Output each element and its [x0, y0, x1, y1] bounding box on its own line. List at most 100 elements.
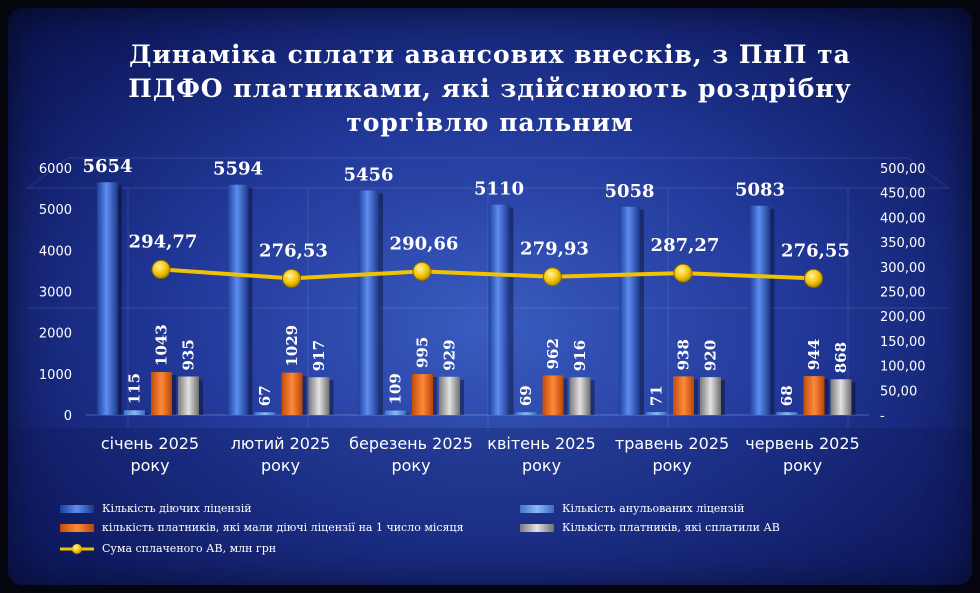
y-right-tick-label: - [880, 409, 885, 424]
bar-payers-paid [308, 377, 330, 415]
y-left-tick-label: 6000 [39, 162, 72, 177]
right-axis: - 50,00 100,00 150,00 200,00 250,00 300,00 350,… [880, 162, 926, 424]
data-label-payers-with-licenses: 1029 [283, 325, 301, 367]
data-label-amount-paid: 294,77 [129, 231, 198, 252]
x-tick-label: року [261, 456, 300, 475]
y-right-tick-label: 450,00 [880, 187, 926, 202]
data-label-cancelled-licenses: 67 [256, 385, 274, 406]
bar-cancelled-licenses [124, 410, 145, 415]
line-point [673, 263, 693, 283]
x-tick-label: лютий 2025 [231, 434, 331, 453]
y-left-tick-label: 0 [64, 409, 72, 424]
bar-payers-paid [569, 377, 591, 415]
y-right-tick-label: 500,00 [880, 162, 926, 177]
bar-cancelled-licenses [646, 412, 667, 415]
y-left-tick-label: 3000 [39, 286, 72, 301]
y-right-tick-label: 300,00 [880, 261, 926, 276]
y-right-tick-label: 350,00 [880, 236, 926, 251]
x-tick-label: березень 2025 [349, 434, 473, 453]
y-right-tick-label: 400,00 [880, 211, 926, 226]
bar-series: 5654 115 1043 935 5594 67 1029 917 5456 109 995 929… [82, 156, 856, 415]
line-point [543, 267, 562, 287]
title-line-2: ПДФО платниками, які здійснюють роздрібн… [128, 74, 852, 103]
line-amount-paid [160, 267, 814, 281]
data-label-cancelled-licenses: 69 [517, 385, 535, 406]
data-label-payers-with-licenses: 938 [675, 339, 693, 370]
y-left-tick-label: 2000 [39, 327, 72, 342]
data-label-payers-with-licenses: 944 [805, 339, 823, 370]
data-label-payers-with-licenses: 962 [544, 338, 562, 369]
bar-active-licenses [488, 204, 510, 415]
data-label-payers-with-licenses: 995 [414, 337, 432, 368]
line-point [412, 261, 432, 281]
chart-plot: 0 1000 2000 3000 4000 5000 6000 - 50,00 100,00 15… [39, 156, 926, 475]
title-line-3: торгівлю пальним [346, 108, 634, 137]
y-right-tick-label: 200,00 [880, 310, 926, 325]
bar-payers-paid [700, 377, 721, 415]
bar-active-licenses [97, 182, 118, 415]
bar-payers-with-licenses [673, 376, 694, 415]
y-left-tick-label: 4000 [39, 244, 72, 259]
data-label-cancelled-licenses: 71 [648, 385, 666, 406]
data-label-active-licenses: 5058 [604, 181, 654, 202]
line-point [282, 268, 301, 288]
y-left-tick-label: 1000 [39, 368, 72, 383]
bar-payers-paid [830, 379, 852, 415]
y-right-tick-label: 150,00 [880, 335, 926, 350]
chart-frame: Динаміка сплати авансових внесків, з ПнП… [8, 8, 972, 585]
data-label-amount-paid: 287,27 [651, 235, 720, 256]
x-tick-label: січень 2025 [101, 434, 199, 453]
data-label-active-licenses: 5110 [474, 179, 524, 200]
data-label-payers-paid: 916 [571, 340, 589, 371]
bar-cancelled-licenses [385, 410, 406, 415]
bar-active-licenses [358, 190, 379, 415]
bar-cancelled-licenses [515, 412, 537, 415]
data-label-payers-paid: 917 [310, 340, 328, 371]
bar-payers-paid [178, 376, 199, 415]
background-decoration [8, 157, 972, 585]
x-tick-label: червень 2025 [745, 434, 859, 453]
data-label-active-licenses: 5456 [343, 164, 393, 185]
data-label-amount-paid: 279,93 [520, 239, 589, 260]
data-label-payers-paid: 935 [180, 339, 198, 370]
x-tick-label: року [783, 456, 822, 475]
left-axis: 0 1000 2000 3000 4000 5000 6000 [39, 162, 869, 424]
bar-cancelled-licenses [254, 412, 276, 415]
bar-active-licenses [227, 184, 249, 415]
y-left-tick-label: 5000 [39, 203, 72, 218]
data-label-amount-paid: 276,55 [781, 240, 850, 261]
x-tick-label: травень 2025 [615, 434, 729, 453]
bar-payers-with-licenses [542, 375, 564, 415]
x-tick-label: року [391, 456, 430, 475]
line-series: 294,77 276,53 290,66 279,93 287,27 276,55 [129, 231, 850, 288]
data-label-payers-paid: 868 [832, 342, 850, 373]
bar-active-licenses [749, 205, 771, 415]
bar-payers-with-licenses [281, 372, 303, 415]
y-right-tick-label: 50,00 [880, 384, 917, 399]
data-label-cancelled-licenses: 109 [387, 373, 405, 404]
bar-active-licenses [619, 206, 640, 415]
data-label-payers-with-licenses: 1043 [153, 324, 171, 366]
data-label-amount-paid: 276,53 [259, 240, 328, 261]
line-point [804, 268, 823, 288]
bar-cancelled-licenses [776, 412, 798, 415]
x-tick-label: року [130, 456, 169, 475]
data-label-active-licenses: 5083 [735, 180, 785, 201]
y-right-tick-label: 100,00 [880, 360, 926, 375]
x-axis: січень 2025 року лютий 2025 року березень 20… [101, 434, 860, 475]
data-label-active-licenses: 5594 [213, 159, 263, 180]
data-label-cancelled-licenses: 115 [126, 373, 144, 404]
bar-payers-with-licenses [412, 374, 433, 415]
chart-title: Динаміка сплати авансових внесків, з ПнП… [8, 38, 972, 140]
data-label-cancelled-licenses: 68 [778, 385, 796, 406]
title-line-1: Динаміка сплати авансових внесків, з ПнП… [129, 40, 851, 69]
bar-payers-with-licenses [151, 372, 172, 415]
data-label-payers-paid: 929 [441, 339, 459, 370]
x-tick-label: року [652, 456, 691, 475]
line-point [151, 259, 171, 279]
x-tick-label: квітень 2025 [487, 434, 595, 453]
data-label-amount-paid: 290,66 [390, 233, 459, 254]
bar-payers-with-licenses [803, 376, 825, 415]
x-tick-label: року [522, 456, 561, 475]
y-right-tick-label: 250,00 [880, 286, 926, 301]
